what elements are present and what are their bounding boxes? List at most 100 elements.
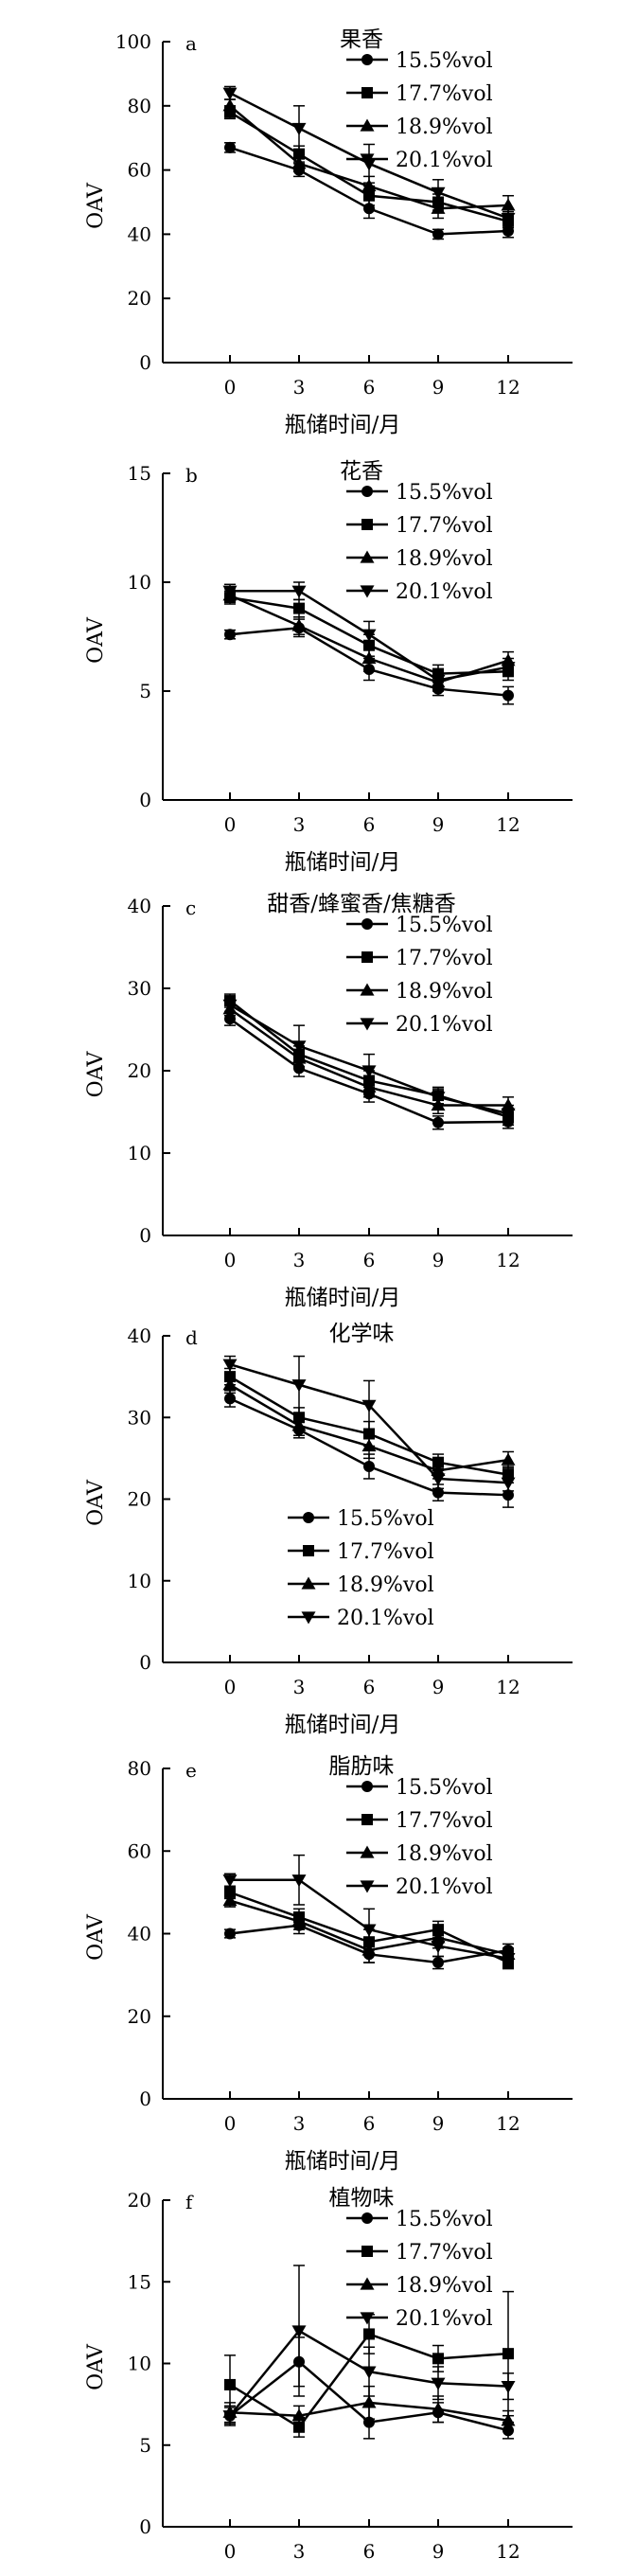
data-point xyxy=(361,651,377,665)
y-tick-label: 30 xyxy=(128,1406,151,1429)
data-point xyxy=(222,1377,238,1391)
panel-title: 甜香/蜂蜜香/焦糖香 xyxy=(267,892,456,916)
legend-marker xyxy=(360,2277,375,2290)
legend-marker xyxy=(301,1576,316,1590)
legend-label: 15.5%vol xyxy=(337,1507,434,1531)
data-point xyxy=(224,1886,236,1898)
data-point xyxy=(431,2377,446,2390)
data-point xyxy=(222,98,238,112)
x-tick-label: 12 xyxy=(496,376,520,399)
x-tick-label: 0 xyxy=(224,1676,237,1698)
data-point xyxy=(501,662,516,675)
legend-marker xyxy=(360,153,375,167)
y-tick-label: 0 xyxy=(139,2087,151,2110)
panel-letter: f xyxy=(185,2191,194,2213)
data-point xyxy=(431,201,446,214)
data-point xyxy=(222,87,238,100)
legend-marker xyxy=(360,118,375,132)
y-tick-label: 5 xyxy=(139,680,151,702)
legend-label: 18.9%vol xyxy=(396,980,493,1004)
legend-marker xyxy=(360,550,375,563)
y-tick-label: 5 xyxy=(139,2434,151,2457)
x-tick-label: 12 xyxy=(496,1249,520,1271)
legend-marker xyxy=(361,918,373,930)
panel-letter: a xyxy=(185,32,197,55)
y-tick-label: 0 xyxy=(139,1651,151,1674)
y-axis-label: OAV xyxy=(84,1913,108,1961)
legend-label: 20.1%vol xyxy=(396,149,493,172)
x-tick-label: 12 xyxy=(496,813,520,836)
legend-marker xyxy=(361,2212,373,2224)
y-tick-label: 0 xyxy=(139,2515,151,2538)
data-point xyxy=(293,2421,305,2433)
legend-marker xyxy=(361,951,373,963)
data-point xyxy=(291,1874,307,1888)
x-tick-label: 6 xyxy=(363,2112,376,2135)
legend-label: 17.7%vol xyxy=(396,1809,493,1833)
legend-label: 15.5%vol xyxy=(396,914,493,937)
data-point xyxy=(291,618,307,631)
legend-marker xyxy=(301,1611,316,1625)
x-axis-label: 瓶储时间/月 xyxy=(285,1286,401,1310)
legend-label: 18.9%vol xyxy=(337,1573,434,1597)
legend-marker xyxy=(361,519,373,530)
data-point xyxy=(501,1477,516,1490)
data-point xyxy=(501,1098,516,1111)
panel-title: 果香 xyxy=(340,27,383,52)
panel-letter: d xyxy=(185,1326,198,1349)
legend-label: 17.7%vol xyxy=(396,514,493,538)
legend-marker xyxy=(361,1781,373,1792)
data-point xyxy=(222,585,238,598)
y-tick-label: 80 xyxy=(128,1757,151,1780)
legend-label: 17.7%vol xyxy=(396,2241,493,2265)
x-tick-label: 9 xyxy=(432,1676,445,1698)
legend: 15.5%vol 17.7%vol 18.9%vol 20.1%vol xyxy=(346,914,493,1037)
x-tick-label: 3 xyxy=(293,813,306,836)
series-18.9%vol xyxy=(222,1376,516,1480)
legend-marker xyxy=(361,1814,373,1825)
legend-label: 18.9%vol xyxy=(396,1842,493,1866)
data-point xyxy=(361,2395,377,2408)
legend-marker xyxy=(360,1845,375,1858)
y-tick-label: 15 xyxy=(128,462,151,485)
data-point xyxy=(432,1486,444,1499)
x-tick-label: 0 xyxy=(224,813,237,836)
data-point xyxy=(501,212,516,225)
y-tick-label: 15 xyxy=(128,2270,151,2293)
legend-marker xyxy=(303,1545,314,1556)
panel-title: 花香 xyxy=(340,459,383,484)
x-tick-label: 6 xyxy=(363,376,376,399)
x-tick-label: 0 xyxy=(224,2540,237,2563)
panel-letter: c xyxy=(185,897,196,919)
y-tick-label: 20 xyxy=(128,287,151,310)
legend-label: 20.1%vol xyxy=(337,1607,434,1630)
legend-marker xyxy=(360,1880,375,1893)
data-point xyxy=(431,187,446,200)
legend-marker xyxy=(361,486,373,497)
data-point xyxy=(501,198,516,211)
legend-label: 20.1%vol xyxy=(396,2307,493,2331)
legend-label: 17.7%vol xyxy=(396,82,493,106)
data-point xyxy=(432,2353,444,2365)
y-tick-label: 60 xyxy=(128,1839,151,1862)
data-point xyxy=(432,1116,444,1128)
data-point xyxy=(291,585,307,598)
data-point xyxy=(291,1040,307,1054)
data-point xyxy=(431,2402,446,2415)
chart-panel-b: 0 5 10 15 0 3 6 9 12 瓶储时间/月 OAV b 花香 15.5%vol 17.7%vol… xyxy=(84,459,573,875)
y-tick-label: 10 xyxy=(128,571,151,594)
chart-panel-a: 0 20 40 60 80 100 0 3 6 9 12 瓶储时间/月 OAV a 果香 15.5%vol 17… xyxy=(84,27,573,437)
y-axis-label: OAV xyxy=(84,182,108,229)
data-point xyxy=(361,1399,377,1412)
legend-marker xyxy=(360,1018,375,1031)
y-tick-label: 20 xyxy=(128,1488,151,1511)
series-20.1%vol xyxy=(222,997,516,1123)
data-point xyxy=(431,1473,446,1486)
legend-label: 17.7%vol xyxy=(337,1540,434,1564)
data-point xyxy=(291,1418,307,1431)
y-tick-label: 10 xyxy=(128,1142,151,1164)
data-point xyxy=(361,2366,377,2379)
series-20.1%vol xyxy=(222,2265,516,2426)
data-point xyxy=(224,1928,236,1940)
